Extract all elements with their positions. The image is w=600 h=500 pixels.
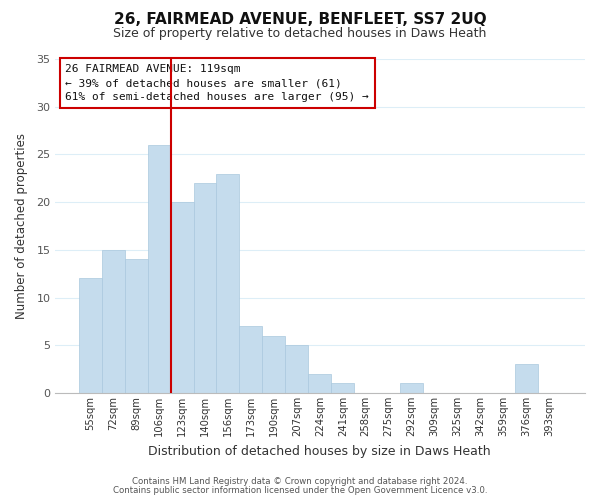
Bar xyxy=(331,384,354,393)
Bar xyxy=(101,250,125,393)
Text: 26, FAIRMEAD AVENUE, BENFLEET, SS7 2UQ: 26, FAIRMEAD AVENUE, BENFLEET, SS7 2UQ xyxy=(113,12,487,26)
Text: 26 FAIRMEAD AVENUE: 119sqm
← 39% of detached houses are smaller (61)
61% of semi: 26 FAIRMEAD AVENUE: 119sqm ← 39% of deta… xyxy=(65,64,369,102)
Y-axis label: Number of detached properties: Number of detached properties xyxy=(15,133,28,319)
Bar xyxy=(515,364,538,393)
Text: Contains public sector information licensed under the Open Government Licence v3: Contains public sector information licen… xyxy=(113,486,487,495)
Bar xyxy=(217,174,239,393)
Bar xyxy=(194,183,217,393)
X-axis label: Distribution of detached houses by size in Daws Heath: Distribution of detached houses by size … xyxy=(149,444,491,458)
Bar xyxy=(125,260,148,393)
Bar xyxy=(286,346,308,393)
Bar xyxy=(308,374,331,393)
Bar xyxy=(148,145,170,393)
Text: Size of property relative to detached houses in Daws Heath: Size of property relative to detached ho… xyxy=(113,28,487,40)
Text: Contains HM Land Registry data © Crown copyright and database right 2024.: Contains HM Land Registry data © Crown c… xyxy=(132,477,468,486)
Bar xyxy=(79,278,101,393)
Bar xyxy=(262,336,286,393)
Bar xyxy=(170,202,194,393)
Bar xyxy=(400,384,423,393)
Bar xyxy=(239,326,262,393)
